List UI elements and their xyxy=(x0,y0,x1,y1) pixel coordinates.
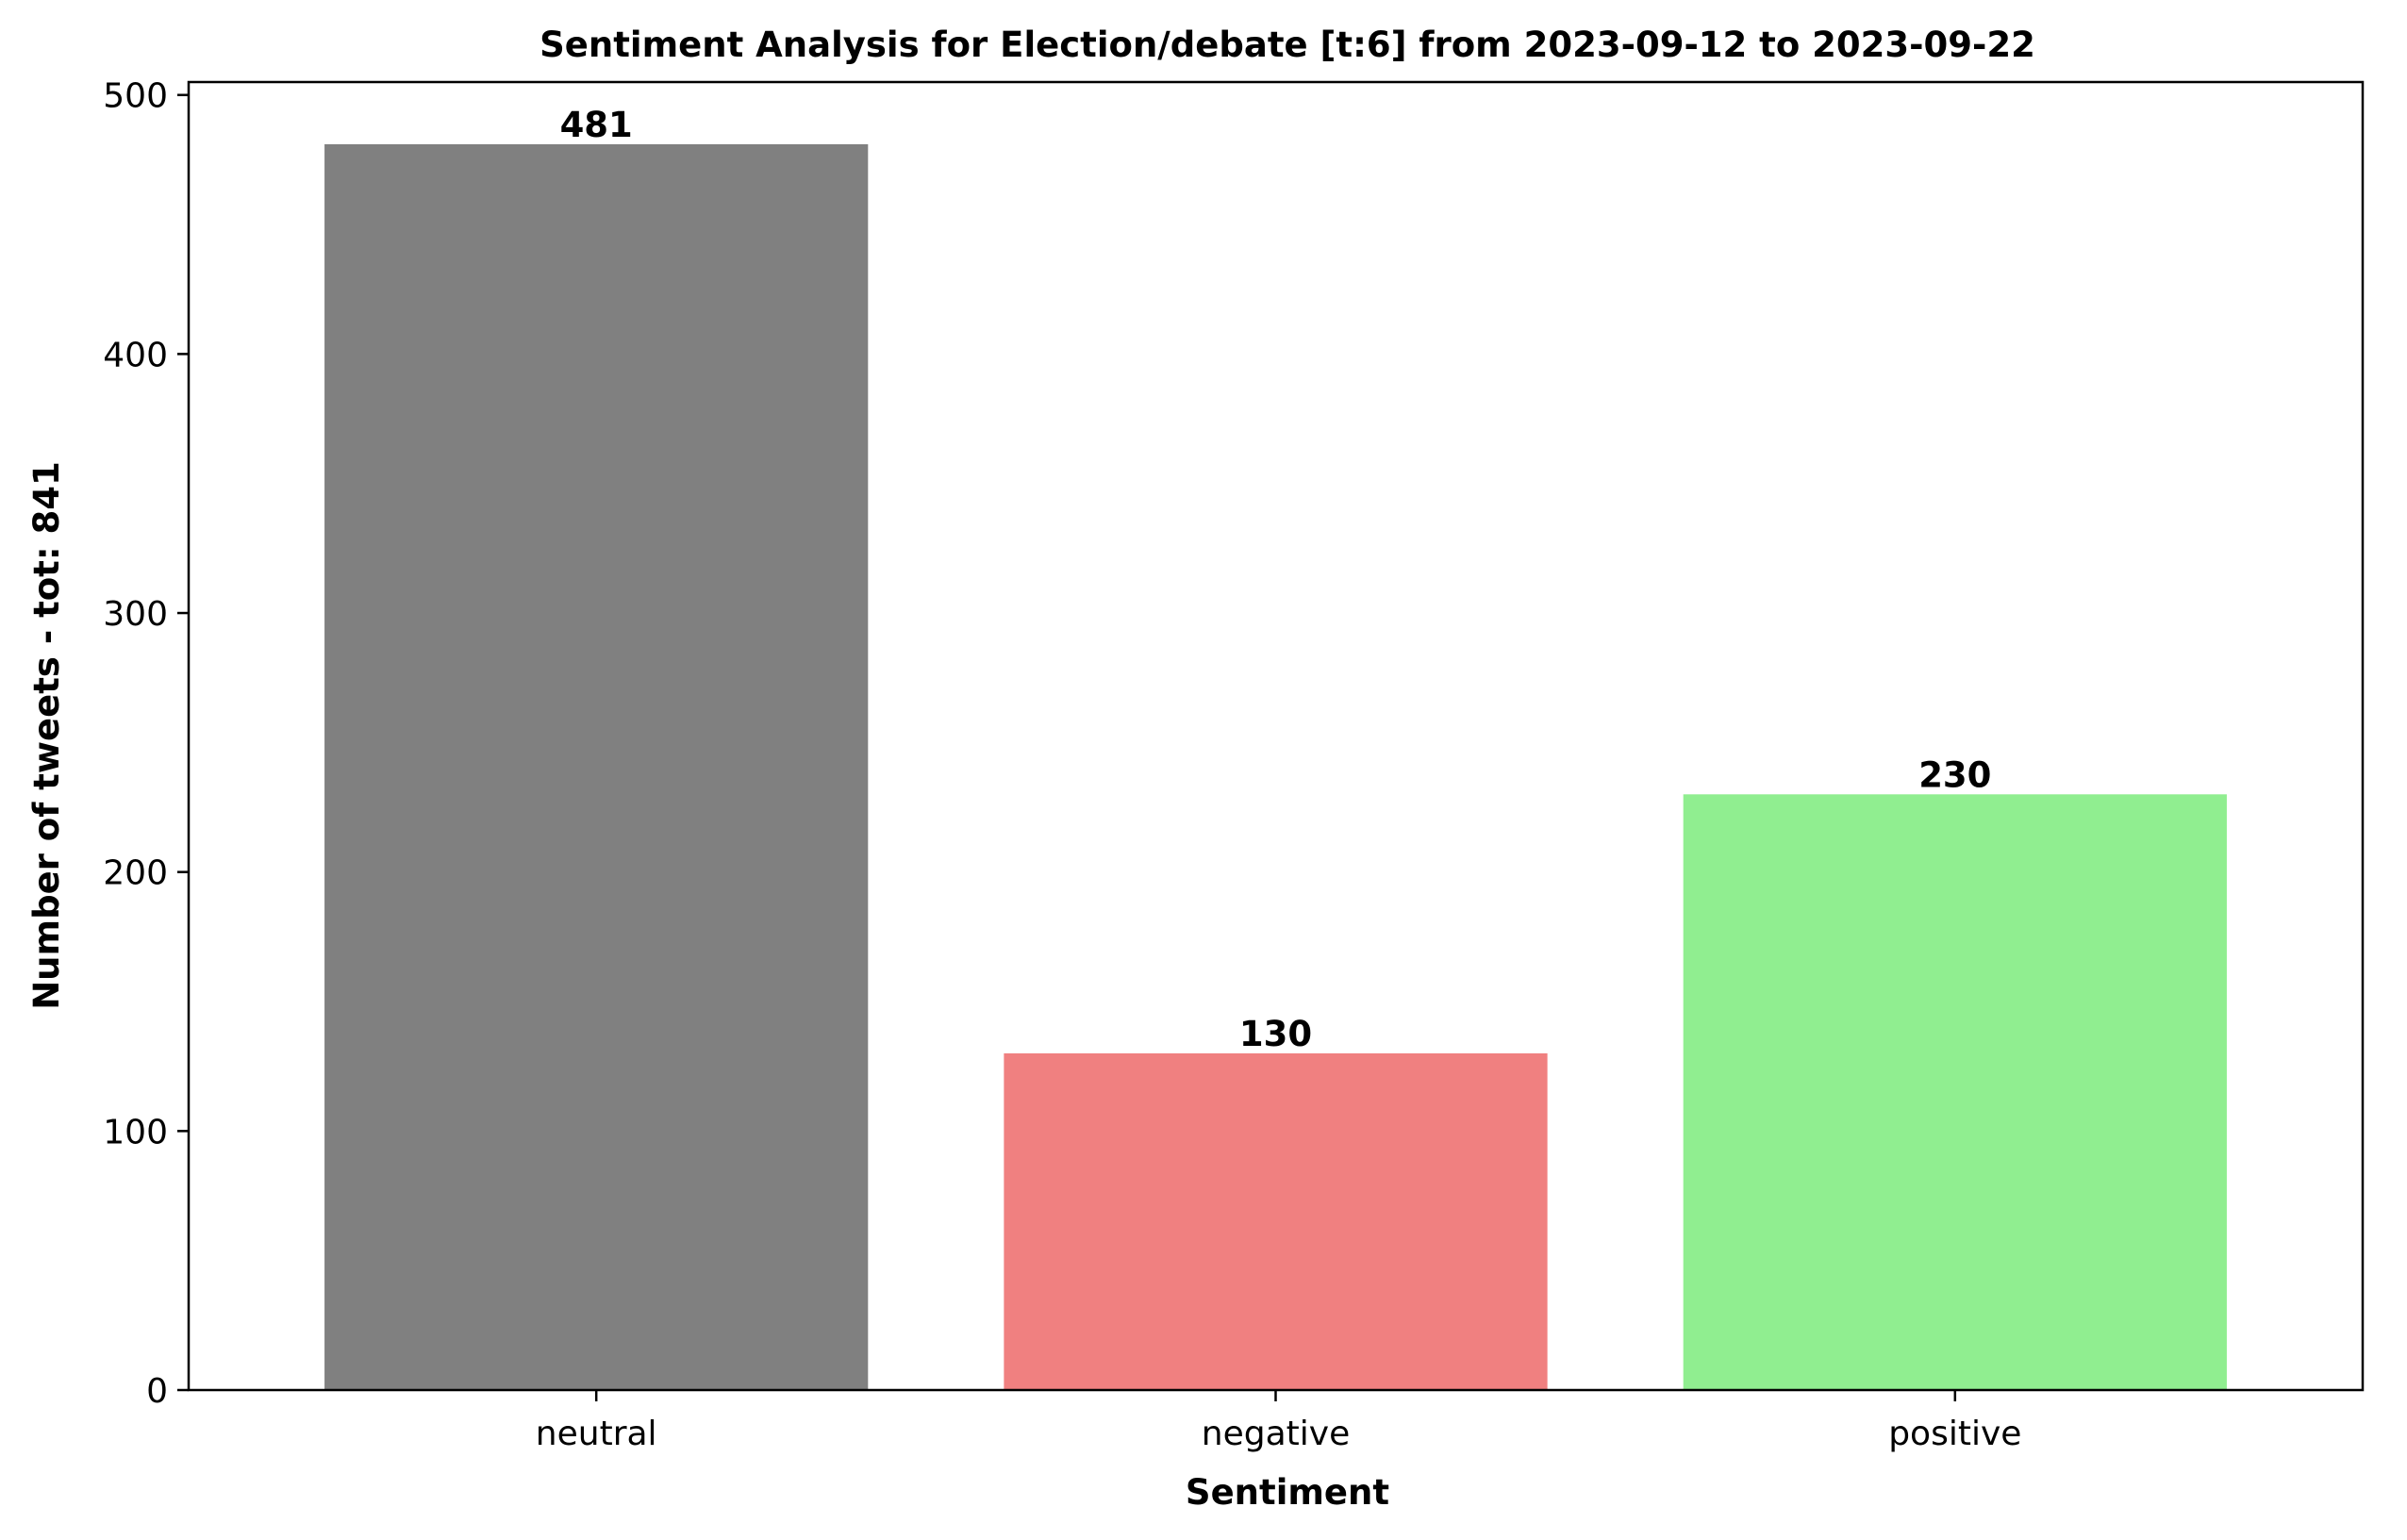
x-axis-label: Sentiment xyxy=(1186,1472,1389,1513)
data-label-neutral: 481 xyxy=(560,105,633,145)
x-tick-label-negative: negative xyxy=(1202,1415,1350,1453)
y-tick-label: 100 xyxy=(103,1113,168,1151)
y-tick-label: 500 xyxy=(103,77,168,116)
data-labels-group: 481 130 230 xyxy=(560,105,1992,1054)
data-label-positive: 230 xyxy=(1918,754,1991,795)
y-tick-label: 300 xyxy=(103,595,168,634)
bar-negative xyxy=(1004,1052,1548,1390)
y-tick-label: 400 xyxy=(103,336,168,374)
bar-neutral xyxy=(324,143,869,1390)
y-tick-label: 200 xyxy=(103,854,168,893)
x-tick-label-neutral: neutral xyxy=(536,1415,657,1453)
y-axis-ticks: 0 100 200 300 400 500 xyxy=(103,77,189,1411)
y-tick-label: 0 xyxy=(146,1372,168,1411)
x-tick-label-positive: positive xyxy=(1888,1415,2021,1453)
plot-area: 481 130 230 0 100 200 300 400 500 neutral negati… xyxy=(103,77,2365,1453)
bar-positive xyxy=(1683,794,2227,1390)
x-axis-ticks: neutral negative positive xyxy=(536,1390,2021,1453)
data-label-negative: 130 xyxy=(1239,1014,1312,1054)
chart-title: Sentiment Analysis for Election/debate [… xyxy=(540,25,2035,65)
axes-frame xyxy=(187,80,2365,1392)
bars-group xyxy=(324,143,2227,1390)
y-axis-label: Number of tweets - tot: 841 xyxy=(26,461,67,1010)
